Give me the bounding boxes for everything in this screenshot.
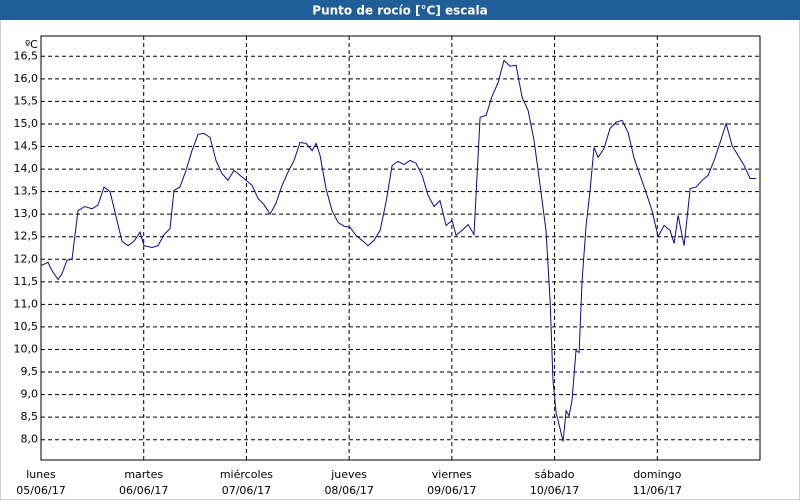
y-tick-label: 16,5 (14, 49, 39, 62)
y-tick-label: 12,5 (14, 230, 39, 243)
x-tick-label: lunes (26, 468, 56, 481)
plot-frame (40, 35, 761, 461)
x-tick-label: domingo (633, 468, 681, 481)
y-tick-label: 11,0 (14, 297, 39, 310)
y-tick-label: 16,0 (14, 72, 39, 85)
y-tick-label: 8,0 (21, 433, 39, 446)
y-tick-label: 12,0 (14, 252, 39, 265)
y-tick-label: 13,0 (14, 207, 39, 220)
x-tick-date: 09/06/17 (427, 484, 476, 497)
y-tick-label: 9,5 (21, 365, 39, 378)
x-tick-label: sábado (535, 468, 575, 481)
y-tick-label: 15,0 (14, 117, 39, 130)
title-bar (0, 0, 800, 20)
x-tick-date: 05/06/17 (16, 484, 65, 497)
x-tick-label: viernes (432, 468, 472, 481)
y-axis-unit: ºC (25, 38, 38, 51)
x-tick-date: 11/06/17 (633, 484, 682, 497)
y-tick-label: 8,5 (21, 410, 39, 423)
y-tick-label: 14,0 (14, 162, 39, 175)
y-tick-label: 15,5 (14, 94, 39, 107)
data-line (40, 59, 757, 442)
x-tick-date: 06/06/17 (119, 484, 168, 497)
x-tick-date: 10/06/17 (530, 484, 579, 497)
y-tick-label: 11,5 (14, 275, 39, 288)
x-tick-label: jueves (330, 468, 367, 481)
y-tick-label: 10,5 (14, 320, 39, 333)
x-tick-label: miércoles (220, 468, 273, 481)
x-tick-label: martes (124, 468, 163, 481)
y-tick-label: 13,5 (14, 185, 39, 198)
chart-title: Punto de rocío [°C] escala (312, 4, 487, 18)
y-tick-label: 9,0 (21, 388, 39, 401)
x-tick-date: 07/06/17 (222, 484, 271, 497)
y-tick-label: 14,5 (14, 140, 39, 153)
x-tick-date: 08/06/17 (324, 484, 373, 497)
y-tick-label: 10,0 (14, 342, 39, 355)
